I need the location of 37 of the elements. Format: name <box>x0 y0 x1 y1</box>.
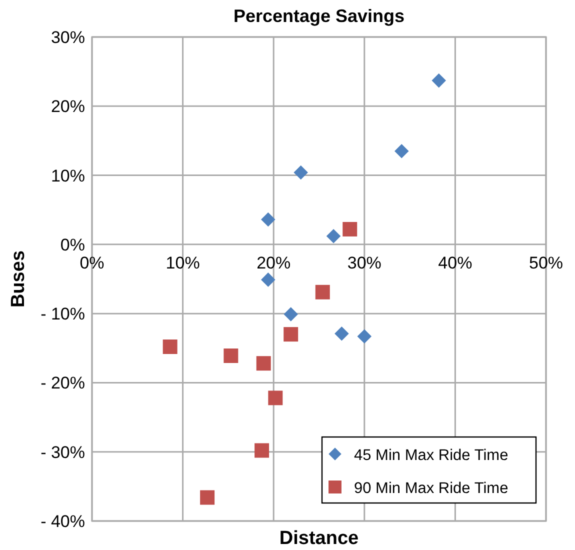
point <box>334 326 349 341</box>
point <box>256 356 271 371</box>
point <box>261 272 276 287</box>
point <box>284 307 298 322</box>
legend-label: 45 Min Max Ride Time <box>354 447 508 464</box>
y-axis-title: Buses <box>8 250 29 308</box>
point <box>326 228 341 244</box>
point <box>394 144 409 158</box>
point <box>315 284 330 300</box>
x-tick-label: 40% <box>438 253 472 272</box>
point <box>268 390 283 406</box>
y-tick-label: 0% <box>60 235 85 254</box>
x-tick-label: 10% <box>166 253 200 272</box>
x-tick-label: 0% <box>80 253 104 272</box>
y-tick-label: 20% <box>50 97 85 116</box>
point <box>342 222 358 236</box>
point <box>224 348 238 363</box>
y-tick-label: - 40% <box>40 512 85 531</box>
x-tick-label: 30% <box>347 253 382 272</box>
point <box>357 329 372 344</box>
y-tick-label: - 30% <box>40 442 85 462</box>
point <box>284 327 298 342</box>
y-tick-label: - 20% <box>40 374 85 393</box>
y-tick-label: 10% <box>50 166 85 186</box>
point <box>200 490 215 505</box>
x-axis-title: Distance <box>279 528 359 549</box>
x-tick-label: 50% <box>528 253 564 272</box>
legend-label: 90 Min Max Ride Time <box>354 480 508 497</box>
point <box>254 443 270 458</box>
point <box>162 340 178 354</box>
x-tick-label: 20% <box>256 253 291 272</box>
chart-title: Percentage Savings <box>233 6 405 26</box>
point <box>432 73 446 88</box>
y-tick-label: 30% <box>50 28 85 47</box>
y-tick-label: - 10% <box>40 304 85 324</box>
point <box>261 212 276 227</box>
point <box>294 165 308 180</box>
